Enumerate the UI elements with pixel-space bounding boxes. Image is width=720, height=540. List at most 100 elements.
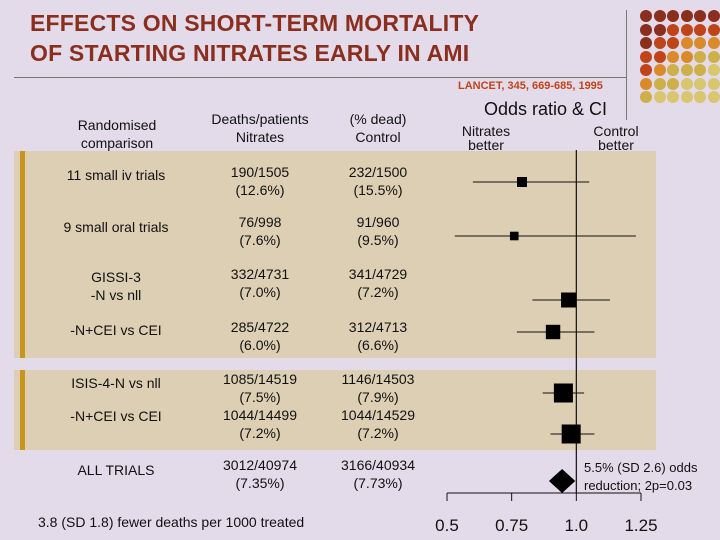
x-tick-label: 1.0 xyxy=(565,516,589,535)
band-small-trials-and-gissi xyxy=(14,151,656,358)
decorative-dot xyxy=(694,50,706,63)
decorative-dot xyxy=(667,91,679,103)
decorative-dot xyxy=(694,37,706,49)
row-label-text: GISSI-3 xyxy=(91,269,141,285)
x-tick-label: 0.5 xyxy=(435,516,459,535)
control-better-line-1: Control xyxy=(593,123,639,139)
header-comparison-line-2: comparison xyxy=(80,135,154,151)
row-label: -N+CEI vs CEI xyxy=(46,407,186,425)
row-nitrates-pct: (7.0%) xyxy=(239,284,281,300)
decorative-dot xyxy=(707,64,720,76)
decorative-dot xyxy=(694,10,706,22)
row-label-subtext: -N vs nll xyxy=(90,287,142,303)
decorative-dot xyxy=(667,77,679,90)
x-tick-label: 0.75 xyxy=(495,516,528,535)
row-control-count: 3166/40934 xyxy=(341,457,415,473)
decorative-dot xyxy=(653,77,666,90)
row-label-text: -N+CEI vs CEI xyxy=(70,408,162,424)
decorative-dot xyxy=(640,91,652,103)
band-accent-1 xyxy=(20,151,25,358)
row-control-count: 1044/14529 xyxy=(341,407,415,423)
row-label: 11 small iv trials xyxy=(46,166,186,184)
decorative-dot xyxy=(680,10,693,22)
decorative-dot xyxy=(640,64,652,76)
row-nitrates-count: 3012/40974 xyxy=(223,457,297,473)
row-nitrates: 1044/14499 (7.2%) xyxy=(198,406,322,442)
decorative-dot xyxy=(640,37,652,49)
row-control: 91/960 (9.5%) xyxy=(330,213,426,249)
point-estimate xyxy=(561,424,581,444)
row-nitrates: 332/4731 (7.0%) xyxy=(198,265,322,301)
row-label-text: ALL TRIALS xyxy=(77,462,155,478)
row-label-text: -N+CEI vs CEI xyxy=(70,322,162,338)
summary-diamond xyxy=(548,469,576,493)
decorative-dot xyxy=(653,37,666,49)
x-tick-label: 1.25 xyxy=(624,516,657,535)
nitrates-better-label: Nitrates better xyxy=(446,124,526,152)
row-label: ALL TRIALS xyxy=(46,461,186,479)
decorative-dot xyxy=(694,91,706,103)
decorative-dot xyxy=(694,23,706,36)
decorative-dot xyxy=(653,50,666,63)
row-nitrates-count: 285/4722 xyxy=(230,319,290,335)
decorative-dot xyxy=(653,91,666,103)
row-label: GISSI-3 -N vs nll xyxy=(46,268,186,304)
row-control: 1146/14503 (7.9%) xyxy=(330,370,426,406)
row-nitrates-pct: (7.2%) xyxy=(239,425,281,441)
decorative-dot xyxy=(707,23,720,36)
header-control-line-1: (% dead) xyxy=(349,111,407,127)
header-control-line-2: Control xyxy=(355,129,401,145)
row-control-count: 341/4729 xyxy=(348,266,408,282)
row-label-text: ISIS-4-N vs nll xyxy=(71,375,161,391)
row-control: 3166/40934 (7.73%) xyxy=(330,456,426,492)
citation: LANCET, 345, 669-685, 1995 xyxy=(458,80,603,92)
row-nitrates-count: 76/998 xyxy=(238,214,282,230)
row-control-pct: (9.5%) xyxy=(357,232,399,248)
row-nitrates: 76/998 (7.6%) xyxy=(198,213,322,249)
row-label: ISIS-4-N vs nll xyxy=(46,374,186,392)
decorative-dot xyxy=(680,64,693,76)
footnote: 3.8 (SD 1.8) fewer deaths per 1000 treat… xyxy=(38,514,305,530)
row-nitrates-pct: (7.35%) xyxy=(235,475,285,491)
row-control-pct: (7.2%) xyxy=(357,425,399,441)
title-line-1: EFFECTS ON SHORT-TERM MORTALITY xyxy=(30,10,480,36)
row-nitrates-count: 190/1505 xyxy=(230,164,290,180)
row-label-text: 11 small iv trials xyxy=(66,167,166,183)
row-nitrates-count: 332/4731 xyxy=(230,266,290,282)
row-label-text: 9 small oral trials xyxy=(63,219,169,235)
decorative-dot xyxy=(680,91,693,103)
decorative-dot xyxy=(707,10,720,22)
decorative-dot xyxy=(667,37,679,49)
decorative-dot xyxy=(680,37,693,49)
odds-ratio-title: Odds ratio & CI xyxy=(484,99,608,119)
row-nitrates: 190/1505 (12.6%) xyxy=(198,163,322,199)
nitrates-better-line-1: Nitrates xyxy=(461,123,511,139)
decorative-dot xyxy=(707,91,720,103)
decorative-dot xyxy=(640,50,652,63)
decorative-dot xyxy=(707,77,720,90)
row-control-pct: (7.9%) xyxy=(357,389,399,405)
row-nitrates-count: 1085/14519 xyxy=(223,371,297,387)
row-control-pct: (15.5%) xyxy=(353,182,403,198)
row-control: 341/4729 (7.2%) xyxy=(330,265,426,301)
row-label: -N+CEI vs CEI xyxy=(46,321,186,339)
row-nitrates-pct: (6.0%) xyxy=(239,337,281,353)
decorative-dot xyxy=(694,77,706,90)
point-estimate xyxy=(545,324,561,340)
row-nitrates-pct: (7.6%) xyxy=(239,232,281,248)
decorative-dot xyxy=(667,64,679,76)
header-nitrates-line-2: Nitrates xyxy=(235,129,285,145)
summary-note: 5.5% (SD 2.6) odds reduction; 2p=0.03 xyxy=(584,460,698,493)
decorative-dot xyxy=(680,50,693,63)
header-comparison-line-1: Randomised xyxy=(77,117,157,133)
row-nitrates: 3012/40974 (7.35%) xyxy=(198,456,322,492)
decorative-dot xyxy=(653,64,666,76)
control-better-label: Control better xyxy=(576,124,656,152)
row-control-pct: (7.2%) xyxy=(357,284,399,300)
row-nitrates-count: 1044/14499 xyxy=(223,407,297,423)
row-control-pct: (6.6%) xyxy=(357,337,399,353)
band-accent-2 xyxy=(20,370,25,450)
title-line-2: OF STARTING NITRATES EARLY IN AMI xyxy=(30,40,470,66)
row-nitrates-pct: (12.6%) xyxy=(235,182,285,198)
